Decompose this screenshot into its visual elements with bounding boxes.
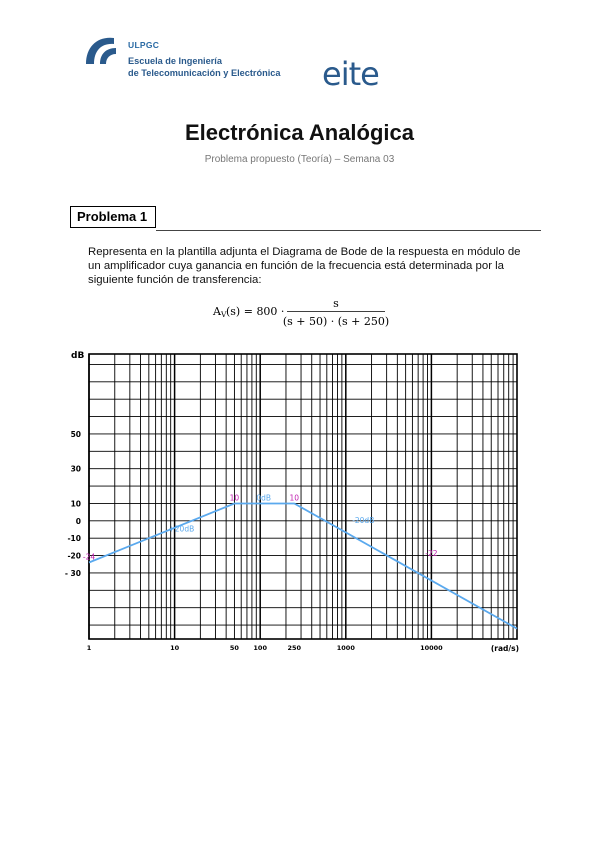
formula-subscript: V <box>220 310 227 319</box>
plot-frame <box>88 353 518 640</box>
eite-logo: eite <box>322 55 380 93</box>
transfer-function-formula: A V (s) = 800 · s (s + 50) · (s + 250) <box>212 298 389 328</box>
institution-name: ULPGC <box>128 40 160 50</box>
formula-lhs: A <box>212 305 222 318</box>
y-tick-label: - 30 <box>65 569 81 578</box>
chart-annotation: +20dB <box>169 525 195 534</box>
formula-numerator: s <box>333 298 339 310</box>
chart-annotation: 10 <box>289 493 299 502</box>
chart-annotation: 10 <box>230 493 240 502</box>
page-subtitle: Problema propuesto (Teoría) – Semana 03 <box>204 154 395 165</box>
page-title: Electrónica Analógica <box>184 120 415 145</box>
y-tick-label: -20 <box>67 552 81 561</box>
bode-asymptote-line <box>88 502 518 630</box>
formula-denominator: (s + 50) · (s + 250) <box>283 315 389 328</box>
y-tick-label: 30 <box>71 465 81 474</box>
y-tick-label: 0 <box>76 517 81 526</box>
section-divider <box>156 230 541 231</box>
chart-annotation: 0dB <box>256 493 271 502</box>
chart-grid <box>88 353 518 640</box>
x-tick-label: 250 <box>287 644 301 652</box>
chart-annotation: -20dB <box>352 516 374 525</box>
y-tick-label: 50 <box>71 430 81 439</box>
problem-statement: Representa en la plantilla adjunta el Di… <box>88 246 521 286</box>
x-tick-label: 10 <box>170 644 180 652</box>
x-tick-label: 50 <box>230 644 240 652</box>
formula-argument: (s) = 800 · <box>226 305 284 318</box>
problem-label: Problema 1 <box>70 206 156 228</box>
chart-series <box>88 502 518 630</box>
y-tick-label: -10 <box>67 534 81 543</box>
x-tick-label: 1000 <box>337 644 356 652</box>
ulpgc-logo-icon <box>86 37 116 64</box>
x-tick-label: 100 <box>253 644 267 652</box>
x-tick-label: 1 <box>87 644 92 652</box>
chart-annotation: -22 <box>425 549 437 558</box>
chart-annotation: -24 <box>83 553 95 562</box>
x-tick-label: 10000 <box>420 644 443 652</box>
school-name-line2: de Telecomunicación y Electrónica <box>128 68 281 78</box>
y-axis-label: dB <box>71 351 84 361</box>
y-tick-label: 10 <box>71 499 81 508</box>
school-name-line1: Escuela de Ingeniería <box>128 56 222 66</box>
x-axis-label: (rad/s) <box>491 644 519 653</box>
